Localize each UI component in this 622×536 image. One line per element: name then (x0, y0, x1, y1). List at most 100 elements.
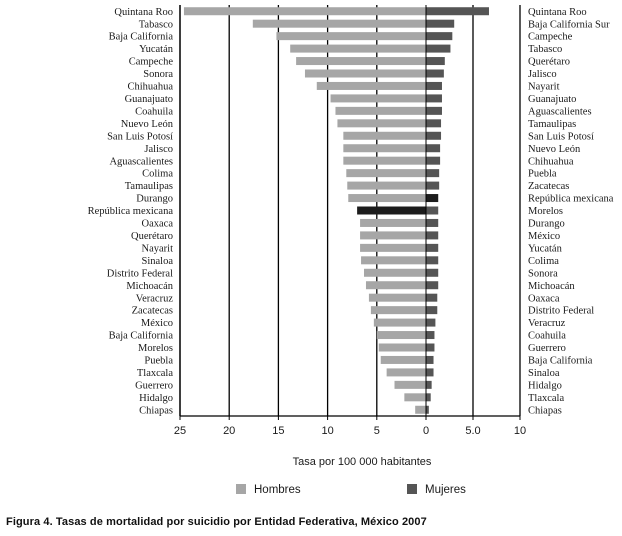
bar-mujeres-tlaxcala (426, 393, 431, 402)
tick-label-left-0: 0 (423, 425, 429, 437)
label-mujeres-guanajuato: Guanajuato (528, 94, 576, 105)
label-mujeres-oaxaca: Oaxaca (528, 293, 560, 304)
label-mujeres-mexico: México (528, 231, 560, 242)
hombres-bars (183, 7, 426, 414)
bar-mujeres-campeche (426, 32, 453, 41)
bar-mujeres-mexico (426, 231, 439, 240)
bar-hombres-coahuila (335, 106, 426, 115)
label-hombres-guanajuato: Guanajuato (125, 94, 173, 105)
bar-mujeres-guanajuato (426, 94, 442, 103)
label-hombres-mexico: México (141, 318, 173, 329)
label-hombres-veracruz: Veracruz (136, 293, 174, 304)
label-mujeres-durango: Durango (528, 219, 565, 230)
label-hombres-puebla: Puebla (144, 356, 173, 367)
label-mujeres-puebla: Puebla (528, 169, 557, 180)
label-hombres-colima: Colima (142, 169, 173, 180)
label-hombres-nuevo-leon: Nuevo León (121, 119, 174, 130)
label-hombres-yucatan: Yucatán (139, 44, 174, 55)
label-hombres-morelos: Morelos (138, 343, 173, 354)
legend-swatch-mujeres (407, 484, 417, 494)
bar-hombres-republica-mexicana (357, 206, 426, 215)
label-hombres-san-luis-potosi: San Luis Potosí (107, 131, 173, 142)
label-mujeres-campeche: Campeche (528, 32, 573, 43)
bar-mujeres-jalisco (426, 69, 444, 78)
label-mujeres-michoacan: Michoacán (528, 281, 575, 292)
bar-hombres-colima (346, 169, 426, 178)
bar-hombres-baja-california (276, 32, 426, 41)
label-mujeres-san-luis-potosi: San Luis Potosí (528, 131, 594, 142)
bar-hombres-queretaro (360, 231, 426, 240)
bar-mujeres-baja-california-sur (426, 19, 455, 28)
label-mujeres-republica-mexicana: República mexicana (528, 194, 614, 205)
mujeres-bars (426, 7, 489, 414)
bar-hombres-distrito-federal (364, 268, 426, 277)
label-mujeres-zacatecas: Zacatecas (528, 181, 569, 192)
bar-hombres-nayarit (360, 243, 426, 252)
figure-caption: Figura 4. Tasas de mortalidad por suicid… (6, 516, 427, 528)
bar-mujeres-tabasco (426, 44, 451, 53)
label-mujeres-sonora: Sonora (528, 268, 558, 279)
bar-hombres-hidalgo (404, 393, 426, 402)
legend-swatch-hombres (236, 484, 246, 494)
label-mujeres-colima: Colima (528, 256, 559, 267)
bar-mujeres-morelos (426, 206, 439, 215)
bar-mujeres-quintana-roo (426, 7, 489, 16)
bar-mujeres-chihuahua (426, 156, 441, 165)
bar-hombres-baja-california (376, 331, 426, 340)
legend-label-mujeres: Mujeres (425, 484, 466, 496)
label-mujeres-aguascalientes: Aguascalientes (528, 106, 592, 117)
label-mujeres-hidalgo: Hidalgo (528, 380, 562, 391)
bar-mujeres-oaxaca (426, 293, 438, 302)
bar-mujeres-chiapas (426, 405, 429, 414)
label-mujeres-chiapas: Chiapas (528, 405, 562, 416)
bar-hombres-tamaulipas (347, 181, 426, 190)
label-hombres-baja-california: Baja California (109, 32, 174, 43)
bar-hombres-morelos (378, 343, 426, 352)
bar-hombres-yucatan (290, 44, 426, 53)
bar-mujeres-san-luis-potosi (426, 131, 442, 140)
bar-hombres-guerrero (394, 380, 426, 389)
tick-label-left-20: 20 (223, 425, 235, 437)
label-hombres-baja-california: Baja California (109, 331, 174, 342)
label-hombres-hidalgo: Hidalgo (139, 393, 173, 404)
bar-mujeres-sinaloa (426, 368, 434, 377)
label-hombres-michoacan: Michoacán (126, 281, 173, 292)
bar-mujeres-durango (426, 218, 439, 227)
label-mujeres-veracruz: Veracruz (528, 318, 566, 329)
label-hombres-nayarit: Nayarit (142, 243, 174, 254)
tick-label-left-25: 25 (174, 425, 186, 437)
bar-hombres-veracruz (368, 293, 426, 302)
label-hombres-campeche: Campeche (129, 57, 174, 68)
label-hombres-zacatecas: Zacatecas (132, 306, 173, 317)
tick-label-right-10: 10 (514, 425, 526, 437)
bar-hombres-quintana-roo (183, 7, 426, 16)
label-hombres-tlaxcala: Tlaxcala (137, 368, 173, 379)
label-hombres-chihuahua: Chihuahua (128, 82, 174, 93)
tick-label-right-5: 5.0 (465, 425, 480, 437)
bar-hombres-michoacan (365, 281, 426, 290)
label-mujeres-quintana-roo: Quintana Roo (528, 7, 587, 18)
bar-hombres-chihuahua (316, 81, 426, 90)
label-hombres-durango: Durango (136, 194, 173, 205)
bar-hombres-sonora (304, 69, 426, 78)
bar-mujeres-guerrero (426, 343, 435, 352)
bar-mujeres-hidalgo (426, 380, 432, 389)
bar-hombres-sinaloa (361, 256, 426, 265)
bar-hombres-durango (348, 194, 426, 203)
label-mujeres-sinaloa: Sinaloa (528, 368, 560, 379)
label-mujeres-queretaro: Querétaro (528, 57, 570, 68)
label-hombres-coahuila: Coahuila (135, 106, 173, 117)
label-mujeres-nuevo-leon: Nuevo León (528, 144, 581, 155)
x-axis-title: Tasa por 100 000 habitantes (293, 456, 432, 468)
label-mujeres-morelos: Morelos (528, 206, 563, 217)
label-hombres-sinaloa: Sinaloa (142, 256, 174, 267)
bar-hombres-tabasco (252, 19, 426, 28)
label-hombres-chiapas: Chiapas (139, 405, 173, 416)
tick-label-left-15: 15 (272, 425, 284, 437)
label-hombres-tamaulipas: Tamaulipas (125, 181, 173, 192)
tick-label-left-10: 10 (321, 425, 333, 437)
bar-mujeres-puebla (426, 169, 440, 178)
